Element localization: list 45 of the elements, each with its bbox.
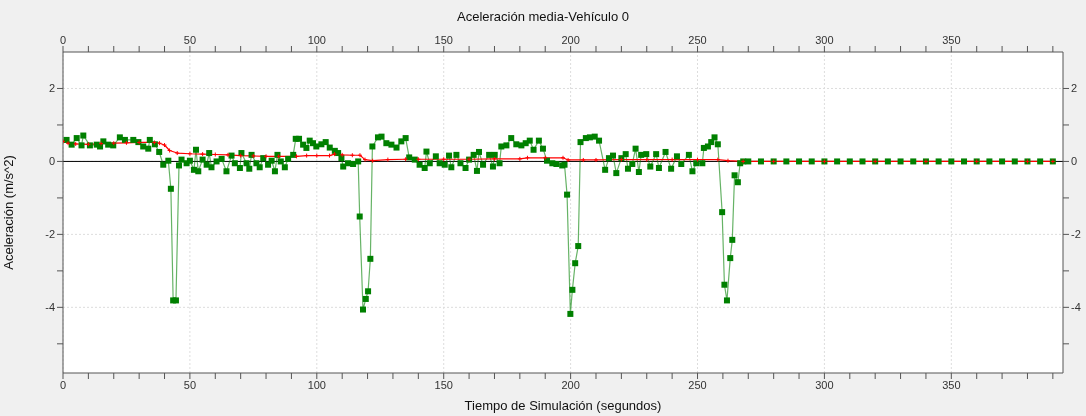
point	[385, 157, 391, 163]
x-tick-label: 50	[183, 378, 197, 391]
x2-tick-label: 250	[688, 34, 707, 46]
point	[517, 156, 523, 162]
point	[491, 156, 497, 162]
point	[560, 155, 566, 161]
point	[162, 142, 168, 148]
y-axis-title: Aceleración (m/s^2)	[0, 155, 16, 270]
chart-title: Aceleración media-Vehículo 0	[456, 9, 630, 24]
y-tick-label: 0	[48, 155, 55, 168]
x-tick-label: 100	[307, 378, 326, 391]
y2-tick-label: 2	[1071, 82, 1078, 95]
point	[339, 152, 345, 158]
x2-tick-label: 350	[942, 34, 961, 46]
x2-tick-label: 200	[561, 34, 580, 46]
point	[565, 157, 571, 163]
point	[332, 151, 338, 157]
point	[225, 152, 231, 158]
point	[593, 157, 599, 163]
point	[357, 152, 363, 158]
x-tick-label: 300	[815, 378, 834, 391]
x2-tick-label: 0	[59, 34, 67, 46]
point	[725, 158, 731, 164]
x2-tick-label: 100	[307, 34, 326, 46]
point	[580, 157, 586, 163]
x-tick-label: 250	[688, 378, 707, 391]
y2-tick-label: -4	[1071, 301, 1081, 314]
point	[362, 157, 368, 163]
x-tick-label: 150	[434, 378, 453, 391]
y-tick-label: -2	[45, 228, 55, 241]
x2-tick-label: 300	[815, 34, 834, 46]
point	[200, 151, 206, 157]
y-tick-label: -4	[45, 301, 55, 314]
x-tick-label: 350	[942, 378, 961, 391]
y2-tick-label: 0	[1071, 155, 1078, 168]
x-tick-label: 0	[59, 378, 67, 391]
y2-tick-label: -2	[1071, 228, 1081, 241]
y-tick-label: 2	[48, 82, 55, 95]
point	[174, 150, 180, 156]
x-axis-title: Tiempo de Simulación (segundos)	[464, 398, 662, 413]
x-tick-label: 200	[561, 378, 580, 391]
x2-tick-label: 50	[183, 34, 197, 46]
x2-tick-label: 150	[434, 34, 453, 46]
point	[669, 157, 675, 163]
point	[73, 141, 79, 147]
